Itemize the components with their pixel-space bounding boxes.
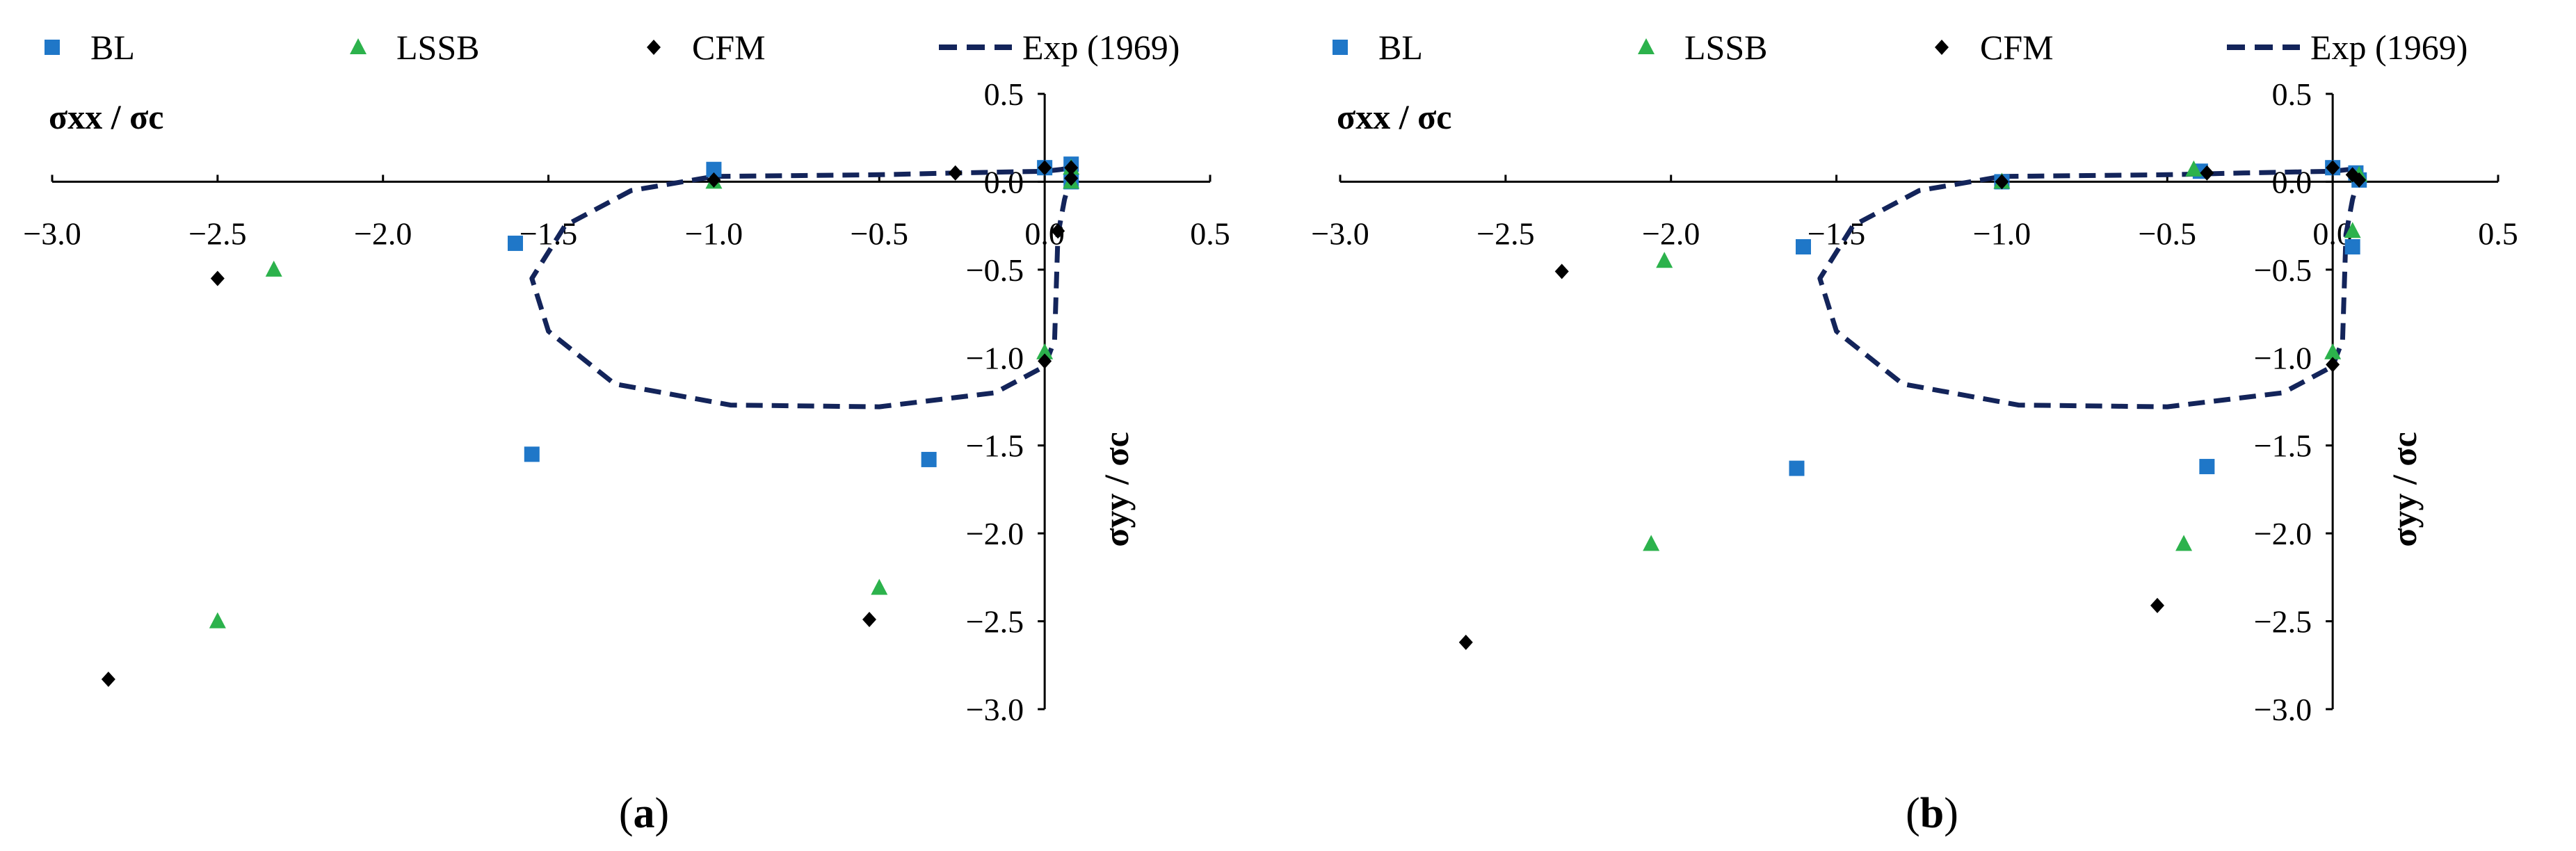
legend-label-b-3: Exp (1969) xyxy=(2310,28,2468,67)
point-cfm-b-2 xyxy=(1995,174,2009,190)
legend-label-a-2: CFM xyxy=(692,28,766,67)
point-lssb-b-3 xyxy=(2185,160,2203,177)
y-tick-label-a-2: −0.5 xyxy=(966,252,1024,288)
x-tick-label-a-3: −1.5 xyxy=(520,216,577,251)
x-tick-label-a-0: −3.0 xyxy=(23,216,81,251)
legend-swatch-b-1 xyxy=(1638,38,1655,54)
point-bl-b-4 xyxy=(2199,459,2215,475)
panel-label-a: (a) xyxy=(619,790,669,837)
x-tick-label-b-7: 0.5 xyxy=(2478,216,2518,251)
point-cfm-b-5 xyxy=(2326,160,2340,176)
legend-label-b-1: LSSB xyxy=(1684,28,1768,67)
x-tick-label-b-3: −1.5 xyxy=(1808,216,1865,251)
legend-label-a-3: Exp (1969) xyxy=(1022,28,1180,67)
point-cfm-b-1 xyxy=(1458,634,1473,650)
x-tick-label-a-2: −2.0 xyxy=(354,216,412,251)
point-cfm-b-4 xyxy=(2150,597,2165,613)
point-bl-b-0 xyxy=(1796,238,1811,254)
legend-swatch-b-0 xyxy=(1333,40,1348,55)
point-bl-a-3 xyxy=(921,451,937,467)
y-tick-label-b-6: −2.5 xyxy=(2254,604,2312,640)
x-axis-title-a: σxx / σc xyxy=(49,97,163,136)
chart-panel-b: BL LSSB CFM Exp (1969) −3.0 −2.5 −2.0 −1.5 −1.0 −… xyxy=(1288,0,2576,851)
point-cfm-a-7 xyxy=(1064,160,1079,176)
point-cfm-a-5 xyxy=(1038,160,1052,176)
chart-panel-a: BL LSSB CFM Exp (1969) −3.0 −2.5 −2.0 −1.5 −1.0 −… xyxy=(23,28,1230,837)
point-cfm-a-1 xyxy=(101,672,115,688)
legend-swatch-a-2 xyxy=(647,40,661,55)
chart-a-svg: BL LSSB CFM Exp (1969) −3.0 −2.5 −2.0 −1.5 −1.0 −… xyxy=(23,28,1230,837)
x-tick-label-a-4: −1.0 xyxy=(685,216,743,251)
legend-label-a-0: BL xyxy=(90,28,135,67)
point-cfm-b-7 xyxy=(2352,172,2367,188)
y-tick-label-b-4: −1.5 xyxy=(2254,428,2312,464)
x-tick-label-b-4: −1.0 xyxy=(1973,216,2031,251)
x-tick-label-a-7: 0.5 xyxy=(1190,216,1230,251)
y-tick-label-b-0: 0.5 xyxy=(2272,76,2312,112)
point-bl-b-6 xyxy=(2344,238,2360,254)
panel-label-b: (b) xyxy=(1906,790,1958,837)
y-tick-label-a-3: −1.0 xyxy=(966,340,1024,375)
legend-swatch-a-0 xyxy=(45,40,60,55)
y-axis-title-a: σyy / σc xyxy=(1097,432,1136,546)
y-tick-label-a-7: −3.0 xyxy=(966,692,1024,727)
point-cfm-a-8 xyxy=(1064,170,1079,186)
point-cfm-a-2 xyxy=(707,172,721,188)
point-cfm-a-3 xyxy=(862,612,877,628)
y-tick-label-a-0: 0.5 xyxy=(984,76,1024,112)
legend-swatch-b-2 xyxy=(1935,40,1949,55)
point-cfm-b-0 xyxy=(1554,264,1569,279)
y-tick-label-a-6: −2.5 xyxy=(966,604,1024,640)
x-tick-label-b-0: −3.0 xyxy=(1311,216,1369,251)
point-cfm-b-3 xyxy=(2200,165,2214,181)
y-tick-label-b-5: −2.0 xyxy=(2254,516,2312,551)
point-cfm-a-4 xyxy=(948,165,963,181)
point-cfm-a-6 xyxy=(1051,223,1065,239)
point-lssb-a-1 xyxy=(209,612,226,629)
point-lssb-a-3 xyxy=(871,578,888,595)
point-lssb-a-0 xyxy=(265,260,282,277)
y-tick-label-b-3: −1.0 xyxy=(2254,340,2312,375)
y-tick-label-b-7: −3.0 xyxy=(2254,692,2312,727)
point-lssb-a-4 xyxy=(1036,343,1054,359)
legend-label-a-1: LSSB xyxy=(396,28,480,67)
y-axis-title-b: σyy / σc xyxy=(2385,432,2424,546)
point-bl-a-2 xyxy=(706,161,722,177)
point-bl-a-0 xyxy=(508,235,523,251)
point-lssb-b-5 xyxy=(2324,343,2342,359)
x-axis-title-b: σxx / σc xyxy=(1337,97,1451,136)
point-cfm-a-0 xyxy=(210,270,225,286)
point-lssb-b-6 xyxy=(2344,222,2361,238)
x-tick-label-b-1: −2.5 xyxy=(1476,216,1534,251)
y-tick-label-a-5: −2.0 xyxy=(966,516,1024,551)
point-bl-a-1 xyxy=(524,446,540,462)
chart-b-svg: BL LSSB CFM Exp (1969) −3.0 −2.5 −2.0 −1.5 −1.0 −… xyxy=(1311,28,2518,837)
legend-swatch-a-1 xyxy=(350,38,367,54)
x-tick-label-b-2: −2.0 xyxy=(1642,216,1700,251)
x-tick-label-b-5: −0.5 xyxy=(2139,216,2196,251)
legend-label-b-2: CFM xyxy=(1980,28,2054,67)
point-lssb-b-4 xyxy=(2175,535,2193,551)
point-bl-b-1 xyxy=(1789,460,1805,476)
point-cfm-a-9 xyxy=(1038,353,1052,369)
x-tick-label-a-5: −0.5 xyxy=(851,216,908,251)
y-tick-label-b-2: −0.5 xyxy=(2254,252,2312,288)
point-cfm-b-8 xyxy=(2326,357,2340,373)
point-lssb-b-0 xyxy=(1656,252,1673,268)
legend-label-b-0: BL xyxy=(1378,28,1423,67)
x-tick-label-a-1: −2.5 xyxy=(188,216,246,251)
point-lssb-b-1 xyxy=(1643,535,1660,551)
y-tick-label-a-4: −1.5 xyxy=(966,428,1024,464)
